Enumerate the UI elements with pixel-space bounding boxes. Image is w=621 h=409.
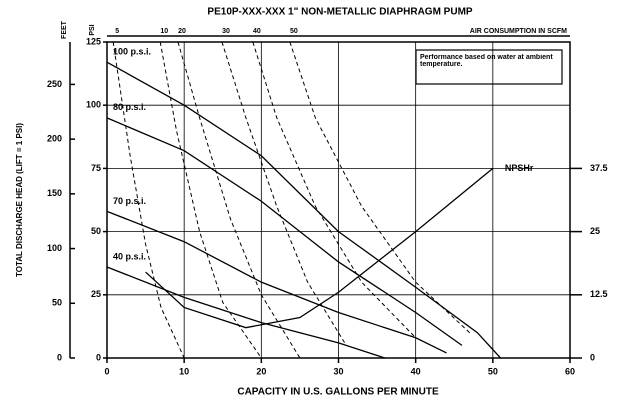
y2-tick-label: 12.5 [590, 289, 608, 299]
y-outer-tick-label: 50 [52, 298, 62, 308]
air-curve [252, 41, 417, 339]
y-outer-tick-label: 150 [47, 188, 62, 198]
y-tick-label: 75 [91, 163, 101, 173]
top-tick-label: 5 [115, 28, 119, 35]
y-tick-label: 25 [91, 289, 101, 299]
annotation-box [415, 49, 563, 85]
chart-title: PE10P-XXX-XXX 1" NON-METALLIC DIAPHRAGM … [207, 7, 472, 18]
top-tick-label: 30 [222, 28, 230, 35]
y-outer-tick-label: 200 [47, 134, 62, 144]
air-curve [289, 41, 471, 334]
x-tick-label: 60 [565, 366, 575, 376]
y2-tick-label: 37.5 [590, 163, 608, 173]
series-line [145, 167, 494, 329]
series-label: 70 p.s.i. [113, 196, 146, 206]
y-outer-tick-label: 250 [47, 79, 62, 89]
series-line [106, 266, 386, 359]
top-tick-label: 40 [253, 28, 261, 35]
air-curve [159, 41, 262, 359]
annotation-wrap: Performance based on water at ambient te… [420, 54, 553, 68]
plot-frame [106, 41, 571, 359]
y-tick-label: 0 [96, 352, 101, 362]
series-label: NPSHr [505, 163, 534, 173]
x-tick-label: 40 [411, 366, 421, 376]
annotation: Performance based on water at ambient te… [420, 54, 553, 68]
y-tick-label: 100 [86, 100, 101, 110]
y-outer-tick-label: 100 [47, 243, 62, 253]
series-label: 80 p.s.i. [113, 102, 146, 112]
y-tick-label: 125 [86, 36, 101, 46]
x-tick-label: 10 [179, 366, 189, 376]
y-unit: PSI [89, 24, 96, 35]
series-label: 100 p.s.i. [113, 47, 151, 57]
x-tick-label: 0 [104, 366, 109, 376]
y-axis-label: TOTAL DISCHARGE HEAD (LIFT = 1 PSI) [15, 123, 24, 277]
top-tick-label: 50 [290, 28, 298, 35]
y-outer-unit: FEET [61, 20, 68, 39]
x-axis-label: CAPACITY IN U.S. GALLONS PER MINUTE [237, 387, 439, 398]
y2-tick-label: 0 [590, 352, 595, 362]
top-tick-label: 10 [160, 28, 168, 35]
air-curve [177, 41, 301, 359]
top-axis-label: AIR CONSUMPTION IN SCFM [470, 28, 567, 35]
series-line [106, 210, 447, 354]
top-tick-label: 20 [178, 28, 186, 35]
y-outer-tick-label: 0 [57, 352, 62, 362]
y2-tick-label: 25 [590, 226, 600, 236]
series-line [106, 117, 463, 346]
series-line [106, 61, 502, 359]
air-curve [112, 41, 185, 359]
y-tick-label: 50 [91, 226, 101, 236]
series-label: 40 p.s.i. [113, 251, 146, 261]
x-tick-label: 50 [488, 366, 498, 376]
x-tick-label: 20 [256, 366, 266, 376]
x-tick-label: 30 [333, 366, 343, 376]
